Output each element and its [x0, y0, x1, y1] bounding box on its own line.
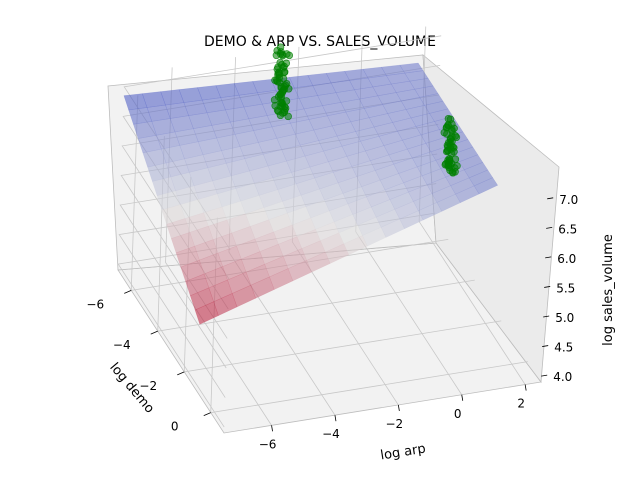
x-tick-label: −2	[385, 417, 403, 431]
scatter-point	[280, 68, 289, 76]
y-tick-mark	[203, 412, 211, 416]
y-tick-mark	[150, 330, 158, 335]
x-tick-mark	[397, 404, 400, 412]
scatter-point	[274, 69, 282, 78]
x-tick-mark	[461, 394, 464, 401]
z-tick-mark	[546, 226, 553, 229]
scatter-point	[271, 102, 279, 110]
z-tick-label: 5.5	[556, 281, 575, 295]
z-tick-label: 4.0	[553, 370, 572, 384]
y-tick-mark	[177, 371, 185, 376]
y-tick-mark	[124, 290, 132, 294]
scatter-point	[445, 155, 454, 163]
scatter-point	[443, 146, 452, 154]
x-tick-mark	[524, 384, 527, 391]
scatter-point	[283, 50, 291, 58]
scatter-point	[281, 104, 290, 112]
scatter-point	[272, 51, 281, 60]
z-tick-mark	[542, 345, 549, 347]
z-axis-label: log sales_volume	[601, 234, 616, 346]
scatter-point	[450, 148, 458, 156]
surface-patch	[473, 177, 499, 195]
x-tick-label: −6	[259, 437, 277, 451]
y-tick-label: −4	[113, 338, 131, 352]
x-tick-label: 0	[454, 407, 462, 421]
axis-ticks: −6 −4 −2 0 2 −6 −4 −2 0 4.0 4.5 5.0 5.5 6.0 6.5 7.0	[86, 193, 578, 452]
y-tick-label: −2	[139, 379, 157, 393]
z-tick-label: 6.5	[558, 222, 577, 236]
scatter-point	[443, 130, 451, 138]
scatter-point	[273, 77, 282, 86]
z-tick-mark	[544, 286, 551, 288]
z-tick-label: 6.0	[557, 252, 576, 266]
scatter-points	[270, 43, 461, 177]
y-tick-label: 0	[171, 420, 179, 434]
scatter-point	[444, 161, 452, 170]
scatter-point	[453, 162, 461, 170]
y-tick-label: −6	[86, 297, 104, 311]
z-tick-label: 4.5	[554, 341, 573, 355]
x-tick-label: 2	[517, 397, 525, 411]
scatter-point	[444, 121, 452, 129]
z-tick-mark	[541, 374, 548, 377]
fitted-surface	[123, 62, 499, 325]
z-tick-label: 7.0	[559, 193, 578, 207]
x-tick-mark	[271, 425, 273, 432]
z-tick-mark	[547, 197, 554, 200]
x-tick-label: −4	[322, 427, 340, 441]
x-axis-label: log arp	[379, 442, 426, 464]
scatter-point	[279, 86, 288, 94]
z-tick-label: 5.0	[555, 311, 574, 325]
scatter-point	[274, 92, 283, 101]
z-tick-mark	[543, 315, 550, 318]
z-tick-mark	[545, 256, 552, 259]
scatter-point	[282, 59, 291, 68]
x-tick-mark	[334, 415, 337, 422]
